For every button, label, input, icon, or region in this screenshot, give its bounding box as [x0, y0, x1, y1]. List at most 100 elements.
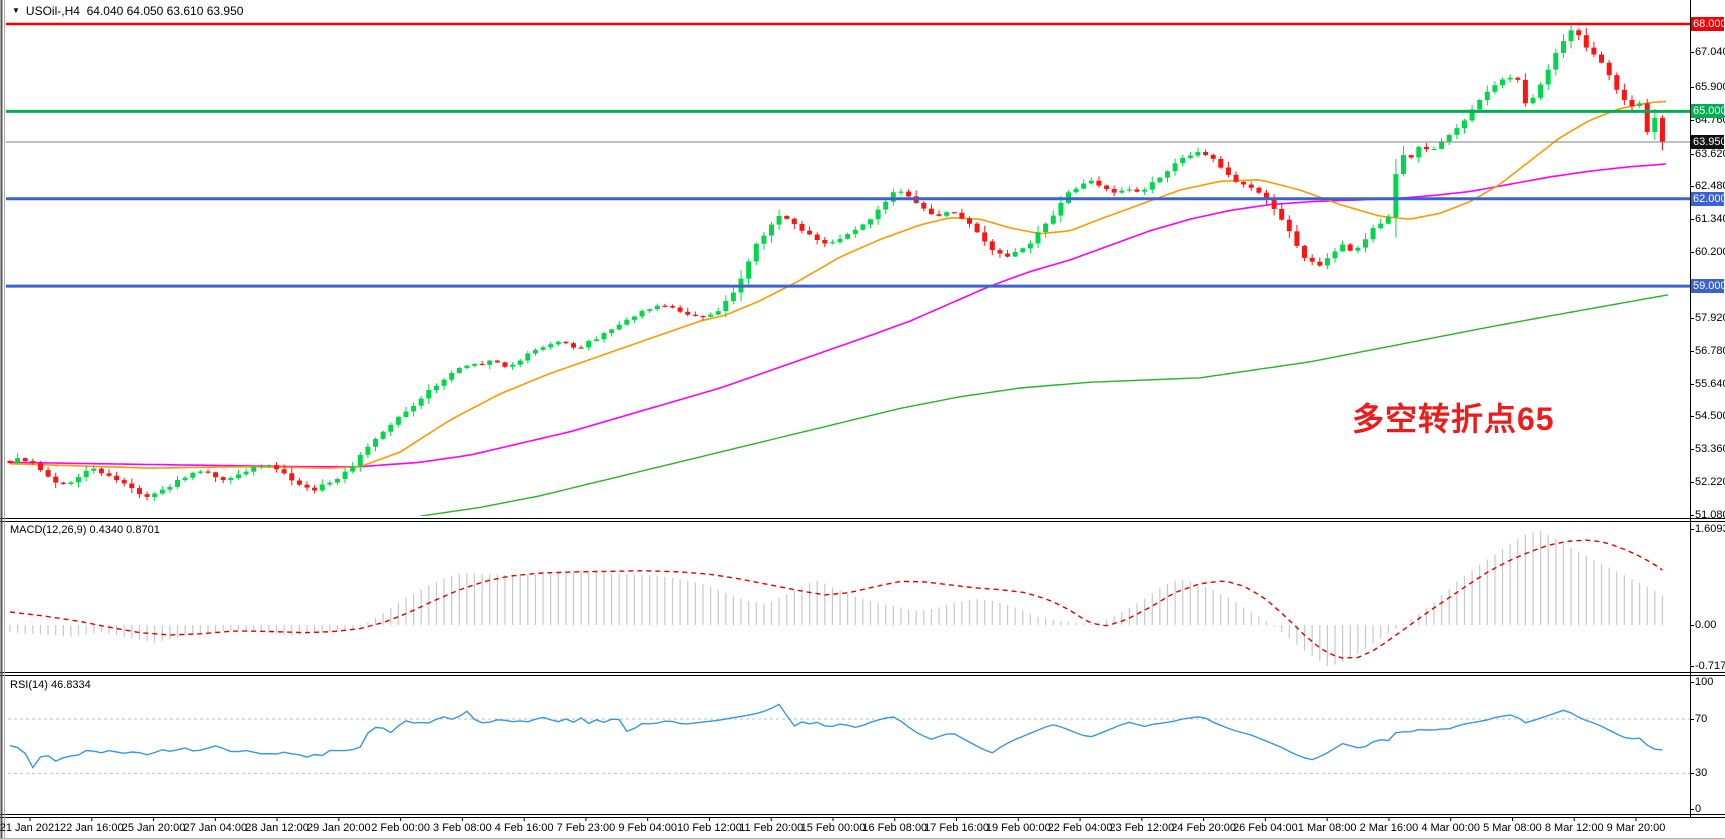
candle-body	[1340, 244, 1346, 252]
candle-body	[1035, 232, 1041, 244]
candle-body	[236, 474, 241, 479]
candle-body	[1363, 239, 1368, 248]
candle-body	[1126, 189, 1132, 191]
candle-body	[708, 314, 714, 317]
candle-body	[997, 250, 1003, 254]
candle-body	[974, 223, 980, 233]
date-tick-label: 4 Mar 00:00	[1421, 822, 1481, 834]
candle-body	[555, 341, 561, 345]
candle-body	[441, 379, 447, 386]
candle-body	[1286, 219, 1292, 232]
macd-panel[interactable]	[9, 530, 1664, 666]
date-tick-label: 7 Feb 23:00	[556, 822, 616, 834]
candle-body	[91, 468, 97, 471]
candle-body	[616, 324, 622, 330]
candle-body	[677, 307, 683, 312]
candle-body	[746, 261, 752, 279]
candle-body	[464, 365, 470, 369]
axis-tick-label: 0	[1695, 803, 1702, 815]
candle-body	[426, 390, 432, 399]
candle-body	[875, 209, 881, 220]
candle-body	[76, 477, 81, 483]
date-tick-label: 5 Mar 08:00	[1483, 822, 1542, 834]
candle-body	[144, 494, 150, 497]
candle-body	[601, 333, 607, 340]
main-price-panel[interactable]	[0, 22, 1690, 516]
date-tick-label: 2 Mar 16:00	[1359, 822, 1419, 834]
price-level-badge-65.000: 65.000	[1691, 104, 1725, 118]
candle-body	[837, 238, 843, 243]
rsi-line	[9, 703, 1663, 769]
candle-body	[1576, 30, 1582, 36]
candle-body	[860, 224, 866, 230]
candle-body	[45, 470, 51, 477]
candle-body	[586, 341, 592, 348]
candle-body	[22, 458, 28, 462]
date-tick-label: 28 Jan 12:00	[245, 822, 309, 834]
candle-body	[1058, 202, 1064, 216]
candle-body	[1416, 146, 1422, 158]
candle-body	[1279, 208, 1285, 220]
candle-body	[1431, 148, 1437, 151]
candle-body	[1142, 189, 1148, 192]
axis-tick-label: 53.360	[1695, 443, 1725, 455]
candle-body	[624, 319, 630, 325]
candle-body	[563, 341, 569, 344]
candle-body	[852, 229, 858, 235]
candle-body	[1005, 253, 1011, 257]
axis-tick-label: 61.340	[1695, 213, 1725, 225]
candle-body	[243, 471, 249, 475]
candle-body	[670, 306, 675, 308]
candle-body	[190, 472, 196, 478]
candle-body	[1561, 41, 1566, 53]
candle-body	[1355, 247, 1361, 251]
candle-body	[1271, 199, 1277, 209]
candle-body	[1446, 134, 1452, 142]
candle-body	[1180, 157, 1186, 164]
candle-body	[487, 360, 493, 365]
candle-body	[1157, 177, 1163, 183]
candle-body	[517, 360, 523, 365]
rsi-panel[interactable]	[8, 703, 1690, 774]
candle-body	[982, 232, 988, 242]
price-level-badge-68.000: 68.000	[1691, 17, 1725, 31]
candle-body	[959, 212, 965, 219]
candle-body	[137, 488, 142, 495]
candle-body	[1568, 30, 1574, 42]
candle-body	[274, 465, 279, 470]
candle-body	[1583, 35, 1589, 48]
candle-body	[342, 471, 348, 479]
candle-body	[845, 234, 851, 239]
candle-body	[1309, 257, 1315, 262]
candle-body	[967, 218, 972, 224]
candle-body	[571, 343, 576, 348]
candle-body	[1469, 109, 1475, 121]
annotation-text[interactable]: 多空转折点65	[1352, 401, 1555, 437]
date-tick-label: 19 Feb 00:00	[985, 822, 1051, 834]
candle-body	[380, 431, 386, 439]
candle-body	[1378, 223, 1384, 229]
date-tick-label: 9 Mar 20:00	[1606, 822, 1666, 834]
candle-body	[38, 463, 43, 471]
candle-body	[1644, 103, 1650, 133]
candle-body	[890, 192, 896, 202]
candle-body	[365, 446, 371, 455]
horizontal-level-lines[interactable]	[0, 22, 1690, 288]
candle-body	[403, 411, 409, 418]
candle-body	[479, 363, 485, 366]
candle-body	[319, 484, 325, 491]
macd-indicator-label: MACD(12,26,9) 0.4340 0.8701	[10, 524, 160, 536]
candle-body	[928, 208, 934, 215]
date-tick-label: 3 Feb 08:00	[433, 822, 492, 834]
date-tick-label: 17 Feb 16:00	[924, 822, 989, 834]
candle-body	[1256, 187, 1262, 193]
candle-body	[1591, 47, 1597, 55]
symbol-dropdown-icon[interactable]: ▼	[12, 6, 20, 15]
date-tick-label: 4 Feb 16:00	[494, 822, 554, 834]
candle-body	[593, 339, 599, 341]
candle-body	[350, 466, 356, 472]
candle-body	[1530, 97, 1536, 104]
date-tick-label: 9 Feb 04:00	[618, 822, 678, 834]
